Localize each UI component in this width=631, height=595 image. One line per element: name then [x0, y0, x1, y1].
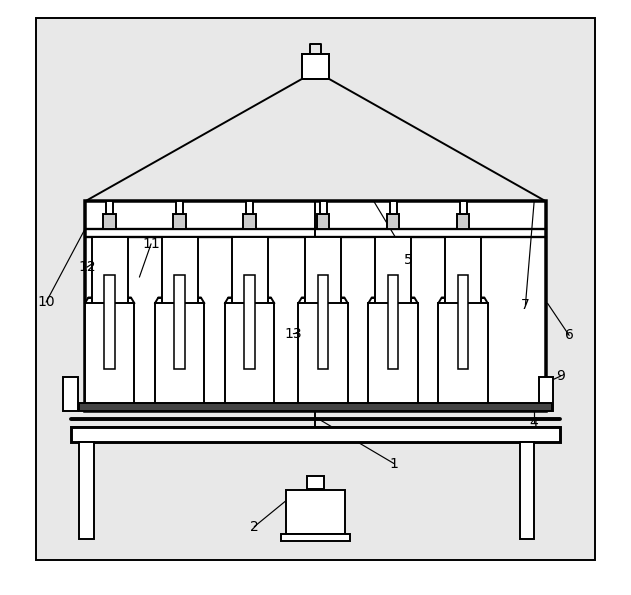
Bar — [286, 490, 345, 534]
Bar — [305, 237, 341, 373]
Bar — [389, 201, 396, 214]
Bar — [439, 303, 488, 411]
Bar — [63, 377, 78, 411]
Bar — [281, 534, 350, 541]
Bar — [307, 476, 324, 488]
Bar — [319, 201, 327, 214]
Text: 12: 12 — [78, 260, 96, 274]
Bar — [375, 237, 411, 373]
Bar — [162, 237, 198, 373]
Text: 1: 1 — [390, 457, 399, 471]
Bar — [243, 214, 256, 228]
Text: 5: 5 — [404, 253, 413, 267]
Text: 11: 11 — [142, 237, 160, 251]
Bar — [85, 201, 546, 411]
Text: 4: 4 — [530, 416, 538, 430]
Text: 7: 7 — [521, 298, 530, 312]
Bar — [457, 214, 469, 228]
Bar — [457, 275, 468, 369]
Bar — [318, 275, 328, 369]
Text: 10: 10 — [37, 295, 55, 309]
Bar — [80, 403, 551, 411]
Bar — [104, 275, 115, 369]
Text: 9: 9 — [556, 369, 565, 383]
Bar — [106, 201, 113, 214]
Text: 13: 13 — [285, 327, 302, 341]
Bar — [519, 441, 534, 540]
Bar — [80, 441, 94, 540]
Bar — [174, 214, 186, 228]
Bar — [459, 201, 466, 214]
Bar — [539, 377, 553, 411]
Bar — [176, 201, 183, 214]
Bar — [387, 214, 399, 228]
Bar — [302, 54, 329, 79]
Text: 6: 6 — [565, 328, 574, 342]
Bar — [246, 201, 253, 214]
Bar — [91, 237, 127, 373]
Bar — [388, 275, 398, 369]
Bar — [225, 303, 274, 411]
Bar — [85, 303, 134, 411]
Bar — [369, 303, 418, 411]
Bar — [174, 275, 185, 369]
Bar — [232, 237, 268, 373]
Bar — [71, 427, 560, 441]
Bar — [317, 214, 329, 228]
Bar — [244, 275, 255, 369]
Bar — [103, 214, 116, 228]
Bar — [445, 237, 481, 373]
Text: 2: 2 — [250, 519, 259, 534]
Bar — [302, 54, 329, 79]
Bar — [298, 303, 348, 411]
Bar — [155, 303, 204, 411]
